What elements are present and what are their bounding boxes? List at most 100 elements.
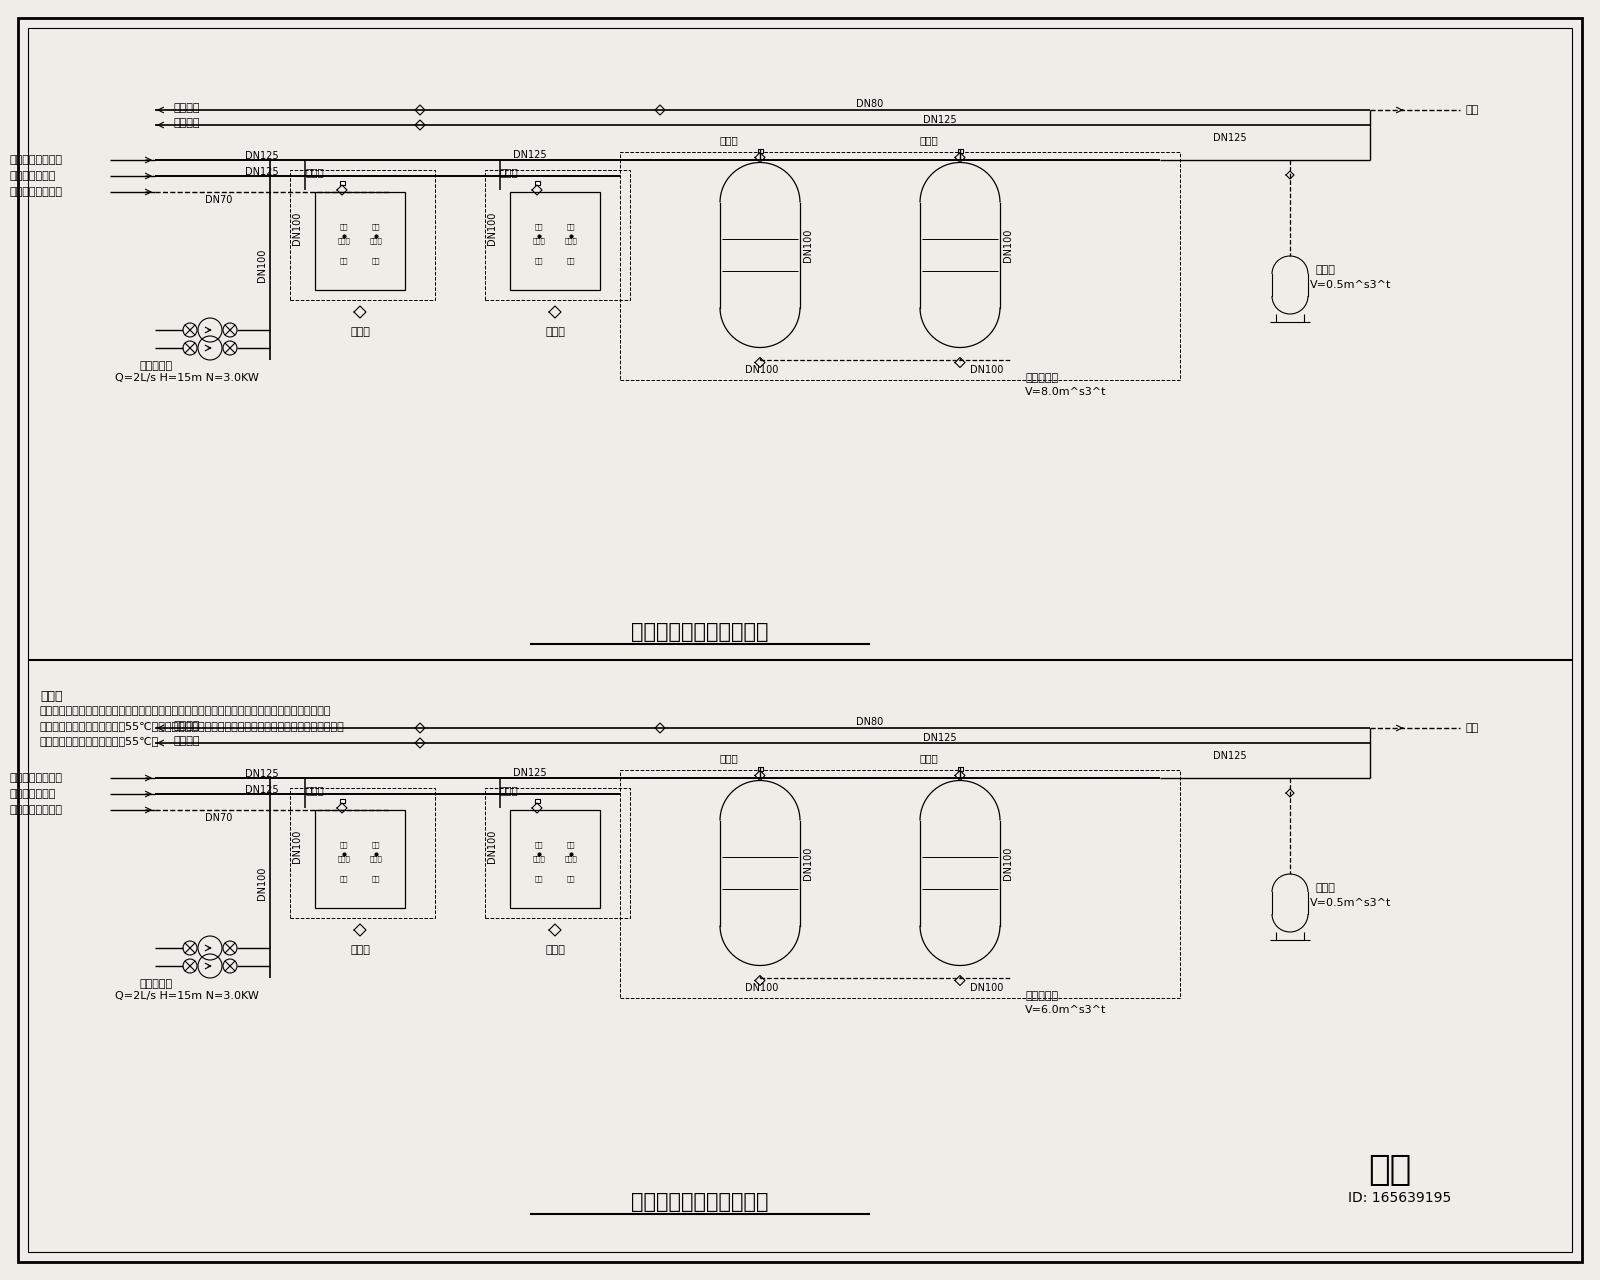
Text: 低区热水设备配管示意图: 低区热水设备配管示意图 <box>632 622 768 643</box>
Text: ID: 165639195: ID: 165639195 <box>1349 1190 1451 1204</box>
Text: 热媒: 热媒 <box>566 223 576 229</box>
Text: V=6.0m^s3^t: V=6.0m^s3^t <box>1026 1005 1106 1015</box>
Text: 电动阀: 电动阀 <box>920 754 939 763</box>
Bar <box>510 810 600 908</box>
Text: 接高区热水给水管: 接高区热水给水管 <box>10 155 62 165</box>
Text: 热媒: 热媒 <box>566 257 576 264</box>
Text: 热媒阀: 热媒阀 <box>533 238 546 244</box>
Text: 电动阀: 电动阀 <box>499 166 518 177</box>
Text: 蒸汽: 蒸汽 <box>1466 723 1478 733</box>
Text: DN100: DN100 <box>803 228 813 261</box>
Text: DN100: DN100 <box>1003 228 1013 261</box>
Text: 直至该组换热器热水温度达到55℃。: 直至该组换热器热水温度达到55℃。 <box>40 736 160 746</box>
Text: 说明：: 说明： <box>40 690 62 703</box>
Bar <box>339 180 344 186</box>
Text: 热媒: 热媒 <box>339 257 349 264</box>
Text: DN70: DN70 <box>205 813 232 823</box>
Bar <box>621 152 1181 380</box>
Text: 疏水器: 疏水器 <box>546 326 565 337</box>
Text: 热媒: 热媒 <box>339 841 349 847</box>
Text: 接高区热水回水管: 接高区热水回水管 <box>10 187 62 197</box>
Text: 蒸汽: 蒸汽 <box>1466 105 1478 115</box>
Text: 地源热泵: 地源热泵 <box>173 721 200 731</box>
Bar <box>757 148 763 152</box>
Text: 热媒: 热媒 <box>534 223 542 229</box>
Text: Q=2L/s H=15m N=3.0KW: Q=2L/s H=15m N=3.0KW <box>115 991 259 1001</box>
Bar <box>485 170 630 300</box>
Text: 热媒: 热媒 <box>371 223 381 229</box>
Text: DN100: DN100 <box>1003 846 1013 879</box>
Text: DN100: DN100 <box>291 829 302 863</box>
Text: 电动阀: 电动阀 <box>306 785 323 795</box>
Text: 热媒阀: 热媒阀 <box>565 856 578 863</box>
Text: 地源热泵: 地源热泵 <box>173 118 200 128</box>
Bar <box>315 810 405 908</box>
Bar <box>957 148 963 152</box>
Text: DN125: DN125 <box>514 768 547 778</box>
Text: DN100: DN100 <box>291 211 302 244</box>
Text: DN125: DN125 <box>245 151 278 161</box>
Text: 电动阀: 电动阀 <box>499 785 518 795</box>
Text: 热媒: 热媒 <box>371 841 381 847</box>
Text: DN125: DN125 <box>245 769 278 780</box>
Text: 热媒: 热媒 <box>534 841 542 847</box>
Text: 热媒: 热媒 <box>339 223 349 229</box>
Text: 电动阀: 电动阀 <box>920 136 939 146</box>
Text: DN100: DN100 <box>746 983 778 993</box>
Bar <box>534 799 539 803</box>
Text: 疏水器: 疏水器 <box>546 945 565 955</box>
Text: 电动阀: 电动阀 <box>306 166 323 177</box>
Text: DN80: DN80 <box>856 99 883 109</box>
Text: DN80: DN80 <box>856 717 883 727</box>
Text: DN125: DN125 <box>1213 751 1246 762</box>
Text: 热水循环泵: 热水循环泵 <box>141 361 173 371</box>
Text: DN125: DN125 <box>245 785 278 795</box>
Text: Q=2L/s H=15m N=3.0KW: Q=2L/s H=15m N=3.0KW <box>115 372 259 383</box>
Bar <box>315 192 405 291</box>
Text: DN100: DN100 <box>970 983 1003 993</box>
Text: DN100: DN100 <box>486 211 498 244</box>
Text: 膨胀罐: 膨胀罐 <box>1315 883 1334 893</box>
Text: DN100: DN100 <box>258 248 267 282</box>
Text: 接高区冷水进水: 接高区冷水进水 <box>10 172 56 180</box>
Text: DN125: DN125 <box>923 733 957 742</box>
Bar <box>957 767 963 771</box>
Bar <box>485 788 630 918</box>
Text: 热媒阀: 热媒阀 <box>533 856 546 863</box>
Text: 热媒阀: 热媒阀 <box>338 856 350 863</box>
Bar <box>757 767 763 771</box>
Text: 热媒阀: 热媒阀 <box>338 238 350 244</box>
Text: DN125: DN125 <box>514 150 547 160</box>
Text: 疏水器: 疏水器 <box>350 326 370 337</box>
Text: 热媒: 热媒 <box>566 841 576 847</box>
Text: 电动阀: 电动阀 <box>720 136 739 146</box>
Text: DN125: DN125 <box>923 115 957 125</box>
Text: 立式贮热罐: 立式贮热罐 <box>1026 991 1058 1001</box>
Text: DN100: DN100 <box>803 846 813 879</box>
Text: 疏水器: 疏水器 <box>350 945 370 955</box>
Text: V=8.0m^s3^t: V=8.0m^s3^t <box>1026 387 1107 397</box>
Text: 热媒: 热媒 <box>566 876 576 882</box>
Text: 知末: 知末 <box>1368 1153 1411 1187</box>
Text: V=0.5m^s3^t: V=0.5m^s3^t <box>1310 280 1392 291</box>
Bar <box>290 170 435 300</box>
Text: 两组立式贮热罐的切换方式：由立式贮热罐的温控网控制家式热交换器启闭，使两组系统交替运行。: 两组立式贮热罐的切换方式：由立式贮热罐的温控网控制家式热交换器启闭，使两组系统交… <box>40 707 331 716</box>
Text: 立式贮热罐: 立式贮热罐 <box>1026 372 1058 383</box>
Text: DN100: DN100 <box>970 365 1003 375</box>
Text: DN125: DN125 <box>1213 133 1246 143</box>
Text: 热媒: 热媒 <box>371 257 381 264</box>
Text: 接高区热水回水管: 接高区热水回水管 <box>10 805 62 815</box>
Text: DN100: DN100 <box>258 867 267 900</box>
Text: DN100: DN100 <box>746 365 778 375</box>
Text: 热媒: 热媒 <box>339 876 349 882</box>
Bar <box>339 799 344 803</box>
Text: 接高区冷水进水: 接高区冷水进水 <box>10 788 56 799</box>
Text: 膨胀罐: 膨胀罐 <box>1315 265 1334 275</box>
Text: 接高区热水给水管: 接高区热水给水管 <box>10 773 62 783</box>
Text: 热媒: 热媒 <box>534 876 542 882</box>
Text: DN70: DN70 <box>205 195 232 205</box>
Text: DN100: DN100 <box>486 829 498 863</box>
Bar <box>534 180 539 186</box>
Bar <box>510 192 600 291</box>
Bar <box>621 771 1181 998</box>
